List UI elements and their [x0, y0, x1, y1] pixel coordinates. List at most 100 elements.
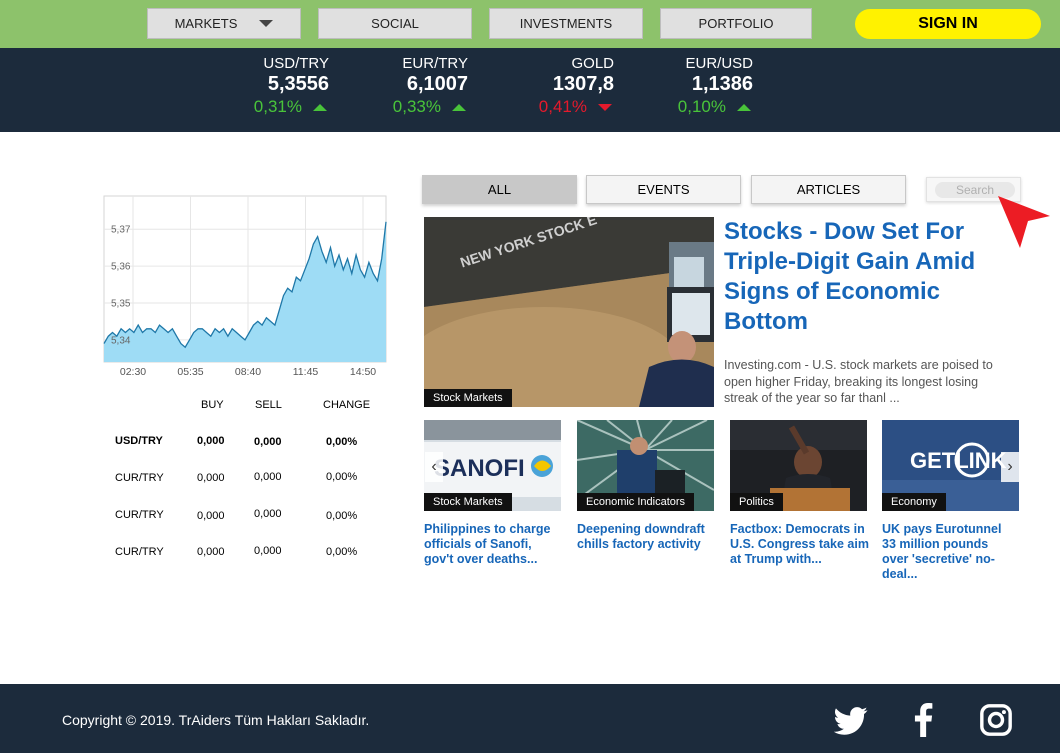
rate-change: 0,00%: [326, 546, 358, 558]
ticker-symbol: USD/TRY: [263, 55, 329, 72]
news-card-image[interactable]: Economic Indicators: [577, 420, 714, 511]
rate-sell: 0,000: [254, 436, 282, 448]
feature-description: Investing.com - U.S. stock markets are p…: [724, 358, 993, 405]
chart-y-tick-label: 5,37: [111, 225, 131, 236]
instagram-icon[interactable]: [979, 703, 1013, 737]
rate-pair: USD/TRY: [115, 435, 163, 447]
markets-dropdown[interactable]: MARKETS: [147, 8, 301, 39]
markets-label: MARKETS: [174, 16, 238, 31]
chart-line: [103, 221, 387, 349]
ticker-change-value: 0,33%: [392, 97, 441, 116]
investments-button[interactable]: INVESTMENTS: [489, 8, 643, 39]
sanofi-photo: SANOFI: [424, 420, 561, 511]
cursor-pointer-icon: [998, 196, 1050, 248]
rate-buy: 0,000: [197, 546, 225, 558]
chevron-right-icon: ›: [1007, 458, 1013, 475]
chart-x-tick-label: 05:35: [177, 366, 203, 378]
social-label: SOCIAL: [371, 16, 419, 31]
ticker-change: 0,10%: [643, 96, 753, 118]
portfolio-button[interactable]: PORTFOLIO: [660, 8, 812, 39]
feature-image[interactable]: NEW YORK STOCK E Stock Markets: [424, 217, 714, 407]
rate-change: 0,00%: [326, 510, 358, 522]
carousel-next-button[interactable]: ›: [1001, 452, 1019, 482]
arrow-down-icon: [598, 103, 612, 111]
arrow-up-icon: [452, 103, 466, 111]
rate-buy: 0,000: [197, 435, 225, 447]
ticker-change: 0,41%: [504, 96, 614, 118]
rate-change: 0,00%: [326, 436, 358, 448]
arrow-up-icon: [737, 103, 751, 111]
ticker-value: 6,1007: [406, 73, 468, 95]
news-card-title[interactable]: Philippines to charge officials of Sanof…: [424, 522, 551, 566]
change-header: CHANGE: [323, 399, 371, 411]
rate-buy: 0,000: [197, 510, 225, 522]
search-box: [926, 177, 1021, 202]
ticker-change: 0,33%: [358, 96, 468, 118]
ticker-symbol: EUR/USD: [685, 55, 753, 72]
news-card-image[interactable]: SANOFI Stock Markets: [424, 420, 561, 511]
top-navigation: MARKETS SOCIAL INVESTMENTS PORTFOLIO SIG…: [0, 0, 1060, 48]
investments-label: INVESTMENTS: [519, 16, 613, 31]
news-card-category-tag: Stock Markets: [424, 493, 512, 511]
feature-category-tag: Stock Markets: [424, 389, 512, 407]
rate-sell: 0,000: [254, 545, 282, 557]
search-input[interactable]: [935, 182, 1015, 198]
news-card-title[interactable]: Factbox: Democrats in U.S. Congress take…: [730, 522, 869, 566]
chart-x-tick-label: 08:40: [235, 366, 261, 378]
chart-x-tick-label: 14:50: [350, 366, 376, 378]
rate-pair: CUR/TRY: [115, 472, 164, 484]
ticker-bar: USD/TRY 5,3556 0,31% EUR/TRY 6,1007 0,33…: [0, 48, 1060, 132]
arrow-up-icon: [313, 103, 327, 111]
rate-pair: CUR/TRY: [115, 546, 164, 558]
ticker-item[interactable]: EUR/TRY 6,1007 0,33%: [358, 56, 468, 118]
news-card-category-tag: Economy: [882, 493, 946, 511]
chevron-down-icon: [259, 20, 274, 27]
chart-x-tick-label: 02:30: [120, 366, 146, 378]
ticker-change-value: 0,31%: [253, 97, 302, 116]
news-card-image[interactable]: GETLINK Economy: [882, 420, 1019, 511]
copyright-text: Copyright © 2019. TrAiders Tüm Hakları S…: [62, 712, 370, 728]
ticker-symbol: EUR/TRY: [402, 55, 468, 72]
usd-try-chart[interactable]: 5,34 5,35 5,36 5,37 02:30 05:35 08:40 11:45 14:…: [96, 190, 396, 380]
chevron-left-icon: ‹: [431, 458, 437, 475]
carousel-prev-button[interactable]: ‹: [425, 452, 443, 482]
ticker-item[interactable]: USD/TRY 5,3556 0,31%: [219, 56, 329, 118]
news-card-title[interactable]: Deepening downdraft chills factory activ…: [577, 522, 705, 551]
chart-x-tick-label: 11:45: [293, 366, 319, 378]
tab-events[interactable]: EVENTS: [586, 175, 741, 204]
rate-buy: 0,000: [197, 472, 225, 484]
rate-change: 0,00%: [326, 471, 358, 483]
tab-articles[interactable]: ARTICLES: [751, 175, 906, 204]
ticker-item[interactable]: GOLD 1307,8 0,41%: [504, 56, 614, 118]
sell-header: SELL: [255, 399, 282, 411]
sign-in-button[interactable]: SIGN IN: [855, 9, 1041, 39]
twitter-icon[interactable]: [834, 703, 868, 737]
tab-all[interactable]: ALL: [422, 175, 577, 204]
news-card-category-tag: Politics: [730, 493, 783, 511]
chart-area: [104, 221, 386, 362]
ticker-value: 5,3556: [267, 73, 329, 95]
card-image-text: SANOFI: [434, 455, 525, 482]
news-card-category-tag: Economic Indicators: [577, 493, 695, 511]
portfolio-label: PORTFOLIO: [698, 16, 774, 31]
congress-photo: [730, 420, 867, 511]
news-card-title[interactable]: UK pays Eurotunnel 33 million pounds ove…: [882, 522, 1002, 581]
ticker-symbol: GOLD: [571, 55, 614, 72]
ticker-item[interactable]: EUR/USD 1,1386 0,10%: [643, 56, 753, 118]
ticker-change-value: 0,41%: [538, 97, 587, 116]
ticker-value: 1,1386: [691, 73, 753, 95]
buy-header: BUY: [201, 399, 224, 411]
ticker-value: 1307,8: [552, 73, 614, 95]
rate-sell: 0,000: [254, 508, 282, 520]
social-button[interactable]: SOCIAL: [318, 8, 472, 39]
chart-y-tick-label: 5,35: [111, 298, 131, 309]
footer: Copyright © 2019. TrAiders Tüm Hakları S…: [0, 684, 1060, 753]
ticker-change: 0,31%: [219, 96, 329, 118]
stock-exchange-photo: NEW YORK STOCK E: [424, 217, 714, 407]
rate-sell: 0,000: [254, 471, 282, 483]
ticker-change-value: 0,10%: [677, 97, 726, 116]
facebook-icon[interactable]: [907, 703, 941, 737]
feature-headline[interactable]: Stocks - Dow Set For Triple-Digit Gain A…: [724, 218, 976, 335]
chart-y-tick-label: 5,36: [111, 262, 131, 273]
news-card-image[interactable]: Politics: [730, 420, 867, 511]
